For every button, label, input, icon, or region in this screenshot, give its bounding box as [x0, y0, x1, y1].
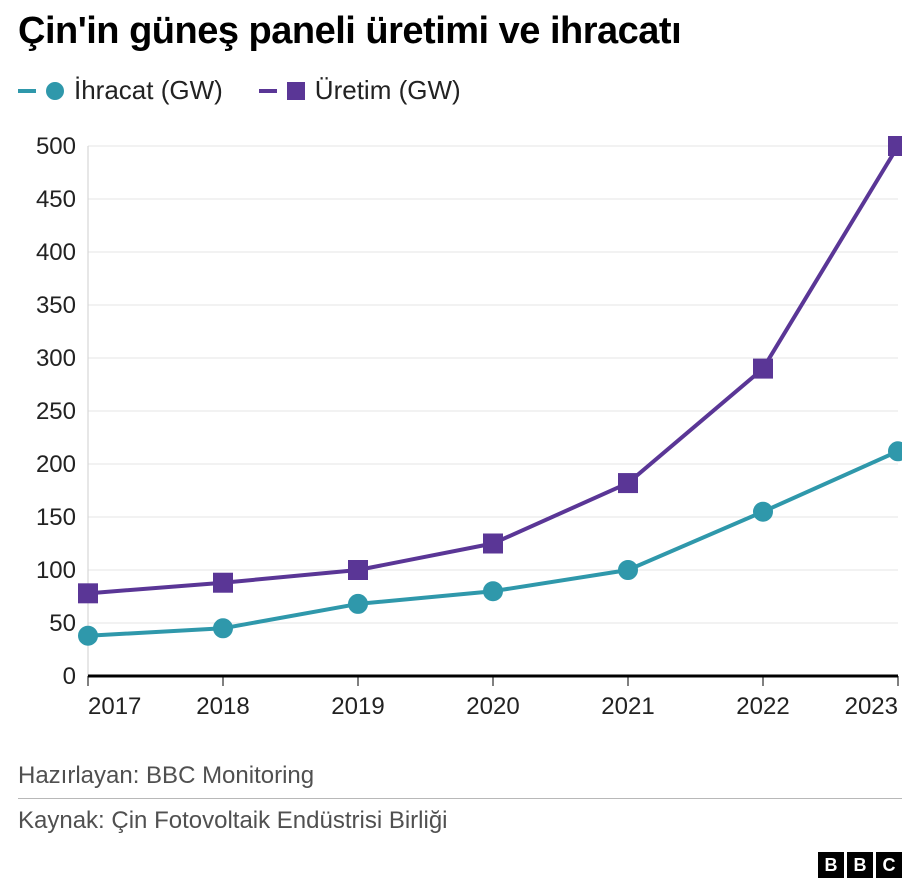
footer: Hazırlayan: BBC Monitoring Kaynak: Çin F… [18, 754, 902, 843]
svg-text:500: 500 [36, 136, 76, 160]
legend-label-export: İhracat (GW) [74, 75, 223, 106]
legend-line-icon [18, 89, 36, 93]
svg-text:2017: 2017 [88, 693, 141, 720]
chart-area: 0 50 100 150 200 250 300 350 400 450 500 2017 2018 20… [18, 136, 902, 736]
svg-text:2018: 2018 [196, 693, 249, 720]
svg-text:2023: 2023 [845, 693, 898, 720]
bbc-logo-letter: B [818, 852, 844, 878]
line-chart: 0 50 100 150 200 250 300 350 400 450 500 2017 2018 20… [18, 136, 902, 736]
svg-text:50: 50 [49, 610, 76, 637]
legend: İhracat (GW) Üretim (GW) [18, 75, 902, 106]
legend-item-export: İhracat (GW) [18, 75, 223, 106]
svg-text:150: 150 [36, 504, 76, 531]
svg-text:0: 0 [63, 663, 76, 690]
prepared-by-text: Hazırlayan: BBC Monitoring [18, 754, 902, 798]
svg-text:100: 100 [36, 557, 76, 584]
svg-text:300: 300 [36, 345, 76, 372]
svg-text:2019: 2019 [331, 693, 384, 720]
bbc-logo-letter: C [876, 852, 902, 878]
bbc-logo: B B C [818, 852, 902, 878]
svg-text:2021: 2021 [601, 693, 654, 720]
svg-text:400: 400 [36, 239, 76, 266]
svg-text:250: 250 [36, 398, 76, 425]
svg-text:350: 350 [36, 292, 76, 319]
bbc-logo-letter: B [847, 852, 873, 878]
source-text: Kaynak: Çin Fotovoltaik Endüstrisi Birli… [18, 799, 902, 843]
svg-text:200: 200 [36, 451, 76, 478]
legend-label-production: Üretim (GW) [315, 75, 461, 106]
svg-text:450: 450 [36, 186, 76, 213]
chart-title: Çin'in güneş paneli üretimi ve ihracatı [18, 10, 902, 53]
svg-text:2022: 2022 [736, 693, 789, 720]
legend-square-icon [287, 82, 305, 100]
svg-text:2020: 2020 [466, 693, 519, 720]
legend-item-production: Üretim (GW) [259, 75, 461, 106]
legend-circle-icon [46, 82, 64, 100]
legend-line-icon [259, 89, 277, 93]
